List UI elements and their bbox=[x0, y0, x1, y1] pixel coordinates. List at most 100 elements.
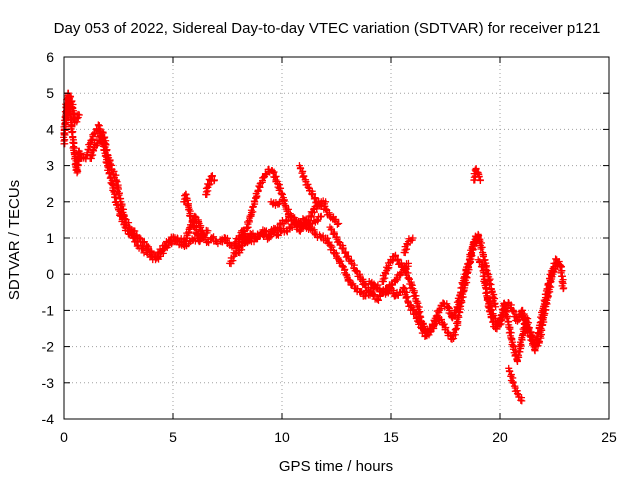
data-point bbox=[75, 111, 83, 119]
data-point bbox=[107, 160, 115, 168]
series-track-h bbox=[267, 198, 284, 209]
data-point bbox=[140, 238, 148, 246]
data-point bbox=[428, 321, 436, 329]
data-point bbox=[116, 195, 124, 203]
data-point bbox=[245, 217, 253, 224]
data-point bbox=[344, 252, 352, 260]
data-point bbox=[311, 194, 319, 202]
data-point bbox=[305, 221, 313, 229]
x-tick-label: 25 bbox=[601, 429, 617, 445]
y-tick-label: -1 bbox=[42, 302, 55, 318]
data-point bbox=[208, 234, 216, 242]
data-point bbox=[73, 115, 81, 123]
data-point bbox=[472, 164, 480, 172]
x-tick-label: 10 bbox=[274, 429, 290, 445]
y-tick-label: 5 bbox=[46, 85, 54, 101]
data-point bbox=[374, 296, 382, 304]
data-point bbox=[341, 248, 349, 256]
data-point bbox=[427, 325, 435, 333]
data-point bbox=[289, 214, 297, 222]
data-point bbox=[258, 177, 266, 185]
x-tick-label: 5 bbox=[169, 429, 177, 445]
data-point bbox=[487, 306, 495, 314]
data-point bbox=[109, 184, 117, 192]
data-point bbox=[91, 130, 99, 138]
data-point bbox=[459, 280, 467, 288]
data-point bbox=[520, 316, 528, 324]
data-point bbox=[138, 245, 146, 253]
series-track-g bbox=[295, 162, 343, 228]
data-point bbox=[229, 257, 237, 265]
data-point bbox=[534, 330, 542, 338]
data-point bbox=[509, 378, 517, 386]
x-tick-label: 20 bbox=[492, 429, 508, 445]
data-point bbox=[335, 238, 343, 246]
data-point bbox=[210, 176, 218, 184]
data-point bbox=[397, 259, 405, 267]
data-point bbox=[193, 230, 201, 238]
y-axis-label: SDTVAR / TECUs bbox=[6, 180, 23, 300]
data-point bbox=[68, 128, 76, 136]
data-point bbox=[559, 285, 567, 293]
data-point bbox=[281, 202, 289, 209]
y-tick-label: 3 bbox=[46, 158, 54, 174]
data-point bbox=[461, 270, 469, 278]
data-point bbox=[475, 232, 483, 240]
x-axis-label: GPS time / hours bbox=[279, 458, 393, 475]
data-point bbox=[249, 229, 257, 237]
x-tick-label: 0 bbox=[60, 429, 68, 445]
chart-title: Day 053 of 2022, Sidereal Day-to-day VTE… bbox=[54, 20, 601, 37]
data-point bbox=[518, 397, 526, 405]
data-point bbox=[415, 309, 423, 317]
data-point bbox=[382, 270, 390, 278]
data-point bbox=[314, 217, 322, 225]
data-point bbox=[431, 317, 439, 325]
y-tick-label: -4 bbox=[42, 411, 55, 427]
data-point bbox=[339, 244, 347, 252]
data-point bbox=[389, 281, 397, 289]
y-tick-label: 6 bbox=[46, 49, 54, 65]
series-track-q bbox=[505, 364, 526, 405]
data-point bbox=[468, 244, 476, 252]
data-point bbox=[515, 314, 523, 322]
data-point bbox=[409, 234, 417, 242]
series-track-r bbox=[483, 255, 568, 355]
data-point bbox=[90, 147, 98, 155]
series-track-c bbox=[86, 128, 173, 264]
data-point bbox=[479, 251, 487, 259]
data-point bbox=[448, 335, 456, 343]
data-point bbox=[304, 183, 312, 191]
data-point bbox=[481, 279, 489, 287]
data-point bbox=[478, 263, 486, 271]
series-track-i bbox=[202, 172, 218, 199]
y-tick-label: -3 bbox=[42, 375, 55, 391]
data-point bbox=[333, 220, 341, 228]
y-tick-label: 2 bbox=[46, 194, 54, 210]
data-point bbox=[385, 261, 393, 269]
data-point bbox=[322, 205, 330, 213]
data-point bbox=[514, 317, 522, 325]
data-point bbox=[317, 212, 325, 220]
data-point bbox=[394, 256, 402, 264]
data-point bbox=[99, 129, 107, 137]
axis-ticks bbox=[63, 56, 610, 420]
data-point bbox=[498, 316, 506, 324]
data-point bbox=[402, 294, 410, 302]
data-point bbox=[337, 257, 345, 265]
data-point bbox=[309, 190, 317, 198]
data-point bbox=[465, 260, 473, 268]
data-point bbox=[442, 324, 450, 332]
data-point bbox=[484, 294, 492, 302]
data-point bbox=[333, 252, 341, 260]
data-point bbox=[352, 267, 360, 275]
data-point bbox=[444, 303, 452, 311]
series-track-j bbox=[180, 190, 203, 242]
data-point bbox=[475, 173, 483, 181]
y-tick-label: -2 bbox=[42, 339, 55, 355]
data-point bbox=[70, 146, 78, 154]
data-point bbox=[272, 176, 280, 184]
data-point bbox=[276, 198, 284, 206]
series-track-o bbox=[470, 164, 484, 184]
data-point bbox=[322, 198, 330, 206]
